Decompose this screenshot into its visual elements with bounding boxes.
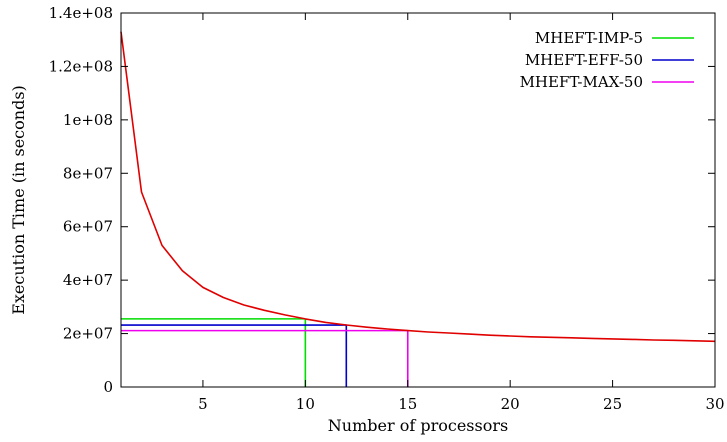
x-axis-label: Number of processors: [328, 416, 508, 435]
y-tick-label: 6e+07: [63, 218, 113, 236]
execution-time-curve: [120, 31, 716, 343]
y-tick-label: 1.4e+08: [49, 4, 113, 22]
series-marks: [120, 31, 716, 387]
x-tick-label: 10: [296, 395, 315, 413]
x-tick-label: 15: [398, 395, 417, 413]
y-tick-label: 4e+07: [63, 271, 113, 289]
legend-label: MHEFT-MAX-50: [520, 73, 643, 91]
y-tick-label: 8e+07: [63, 164, 113, 182]
legend: MHEFT-IMP-5 MHEFT-EFF-50 MHEFT-MAX-50: [520, 29, 694, 91]
x-tick-label: 30: [705, 395, 724, 413]
y-tick-label: 0: [103, 378, 113, 396]
y-axis-label: Execution Time (in seconds): [9, 85, 28, 315]
x-tick-label: 20: [501, 395, 520, 413]
axis-ticks: 5 10 15 20 25 30 0 2e+07 4e+07 6e+07 8e+07 1e+08 1.2…: [49, 4, 725, 413]
plot-frame: [120, 12, 716, 388]
legend-label: MHEFT-IMP-5: [535, 29, 643, 47]
y-tick-label: 1.2e+08: [49, 57, 113, 75]
x-tick-label: 5: [198, 395, 208, 413]
x-tick-label: 25: [603, 395, 622, 413]
y-tick-label: 1e+08: [63, 111, 113, 129]
y-tick-label: 2e+07: [63, 325, 113, 343]
legend-label: MHEFT-EFF-50: [525, 51, 643, 69]
